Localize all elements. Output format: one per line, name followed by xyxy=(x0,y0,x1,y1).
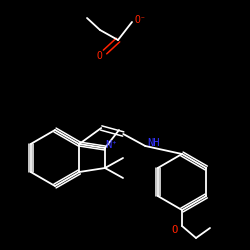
Text: O: O xyxy=(171,225,177,235)
Text: O⁻: O⁻ xyxy=(134,15,146,25)
Text: NH: NH xyxy=(147,138,160,148)
Text: O: O xyxy=(96,51,102,61)
Text: N⁺: N⁺ xyxy=(106,140,118,150)
